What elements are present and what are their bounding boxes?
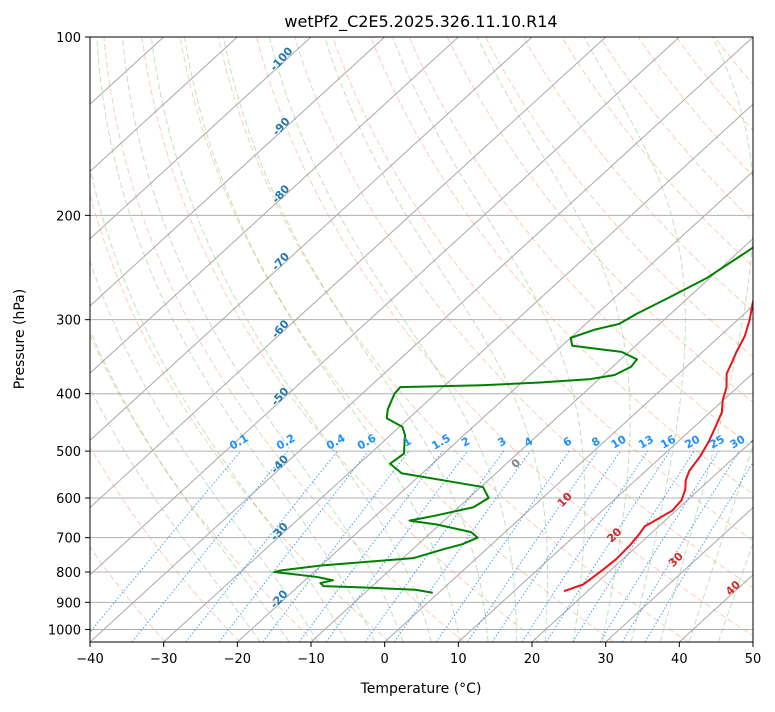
- mixing-ratio-line: [325, 450, 468, 642]
- moist-adiabat-line: [90, 259, 319, 642]
- moist-adiabat-line: [90, 165, 347, 642]
- moist-adiabat-line: [688, 443, 753, 642]
- moist-adiabat-line: [96, 37, 376, 642]
- y-tick-label: 900: [56, 596, 81, 611]
- y-tick-label: 600: [56, 492, 81, 507]
- isotherm-line: [163, 103, 753, 642]
- isotherm-line: [90, 37, 312, 240]
- series-lines: [273, 246, 753, 594]
- moist-adiabat-line: [392, 37, 586, 642]
- isotherm-line: [384, 305, 753, 642]
- y-tick-label: 500: [56, 445, 81, 460]
- isotherm-line: [236, 170, 753, 642]
- mixing-ratio-line: [298, 450, 444, 642]
- mixing-ratio-line: [364, 450, 505, 642]
- isotherm-line: [531, 439, 753, 642]
- moist-adiabat-line: [184, 37, 461, 642]
- isotherm-line: [90, 37, 533, 442]
- isotherm-line: [90, 37, 680, 576]
- background-lines: [90, 37, 753, 642]
- moist-adiabat-line: [90, 329, 290, 642]
- x-tick-label: −40: [76, 652, 103, 667]
- dry-adiabat-line: [484, 37, 753, 358]
- moist-adiabat-line: [268, 37, 517, 642]
- x-tick-label: 10: [450, 652, 467, 667]
- dry-adiabat-line: [408, 37, 753, 449]
- mixing-ratio-line: [131, 450, 288, 642]
- y-tick-label: 700: [56, 532, 81, 547]
- mixing-ratio-label: 36: [748, 432, 768, 451]
- mixing-ratio-line: [467, 450, 599, 642]
- moist-adiabat-line: [90, 386, 261, 642]
- x-tick-label: −10: [297, 652, 324, 667]
- isotherm-line: [605, 506, 753, 642]
- isotherm-line: [310, 237, 753, 642]
- plot-frame: [89, 36, 754, 643]
- x-tick-label: 30: [597, 652, 614, 667]
- mixing-ratio-line: [545, 450, 671, 642]
- temperature-line: [563, 298, 753, 593]
- y-tick-label: 400: [56, 388, 81, 403]
- y-tick-label: 1000: [48, 623, 81, 638]
- mixing-ratio-line: [621, 450, 740, 642]
- dry-adiabat-line: [370, 37, 753, 495]
- dry-adiabat-line: [90, 192, 390, 642]
- x-tick-label: 50: [745, 652, 762, 667]
- dewpoint-line: [273, 246, 753, 594]
- y-tick-label: 100: [56, 31, 81, 46]
- x-axis-label: Temperature (°C): [360, 681, 482, 697]
- mixing-ratio-line: [644, 461, 753, 642]
- mixing-ratio-line: [599, 450, 720, 642]
- isotherm-line: [90, 37, 386, 307]
- isotherm-line: [457, 372, 753, 642]
- mixing-ratio-line: [521, 450, 649, 642]
- y-tick-label: 300: [56, 314, 81, 329]
- dry-adiabat-line: [103, 37, 465, 642]
- y-tick-label: 800: [56, 566, 81, 581]
- x-tick-label: −20: [224, 652, 251, 667]
- isotherm-line: [90, 37, 238, 173]
- chart-title: wetPf2_C2E5.2025.326.11.10.R14: [284, 12, 557, 32]
- mixing-ratio-line: [572, 450, 695, 642]
- x-tick-label: 40: [671, 652, 688, 667]
- dry-adiabat-line: [141, 37, 540, 642]
- x-tick-label: 20: [524, 652, 541, 667]
- moist-adiabat-line: [121, 37, 404, 642]
- isotherm-line: [90, 37, 607, 509]
- dry-adiabat-line: [90, 445, 241, 642]
- x-tick-label: 0: [381, 652, 389, 667]
- moist-adiabat-line: [150, 37, 432, 642]
- mixing-ratio-line: [262, 450, 410, 642]
- moist-adiabat-line: [324, 37, 549, 642]
- axes: −40 −30 −20 −10 0 10 20 30 40 50 100 200 300 400 500 60…: [48, 31, 761, 667]
- dry-adiabat-line: [90, 546, 166, 642]
- moist-adiabat-line: [476, 37, 631, 642]
- moist-adiabat-line: [583, 37, 686, 642]
- mixing-ratio-line: [436, 450, 570, 642]
- x-tick-label: −30: [150, 652, 177, 667]
- dry-adiabat-line: [446, 37, 753, 403]
- moist-adiabat-line: [659, 37, 753, 642]
- isotherm-line: [90, 37, 459, 374]
- mixing-ratio-line: [218, 450, 369, 642]
- isotherm-line: [90, 37, 753, 642]
- y-axis-label: Pressure (hPa): [12, 289, 28, 389]
- mixing-ratio-line: [393, 450, 531, 642]
- y-tick-label: 200: [56, 209, 81, 224]
- dry-adiabat-line: [90, 333, 316, 642]
- dry-adiabat-line: [255, 37, 753, 637]
- dry-adiabat-line: [217, 37, 689, 642]
- mixing-ratio-line: [491, 450, 621, 642]
